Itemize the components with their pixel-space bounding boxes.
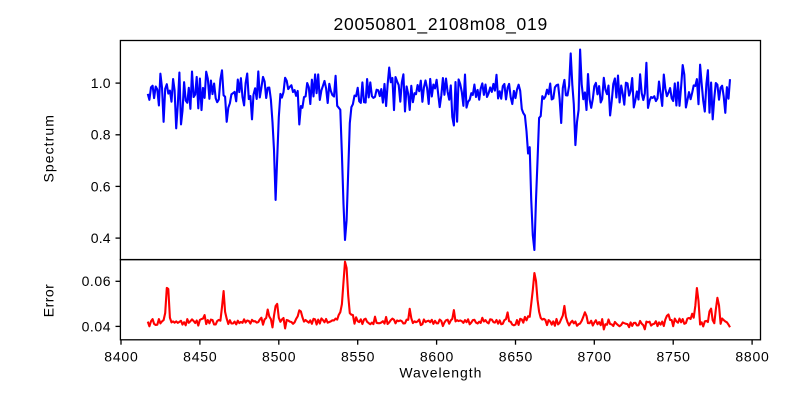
svg-text:0.04: 0.04 — [82, 318, 111, 334]
svg-text:1.0: 1.0 — [91, 75, 111, 91]
svg-text:8500: 8500 — [262, 348, 296, 364]
svg-text:8450: 8450 — [183, 348, 217, 364]
svg-text:Spectrum: Spectrum — [40, 115, 56, 183]
svg-text:8750: 8750 — [656, 348, 690, 364]
svg-text:8550: 8550 — [341, 348, 375, 364]
svg-text:20050801_2108m08_019: 20050801_2108m08_019 — [334, 14, 548, 35]
svg-text:0.06: 0.06 — [82, 273, 111, 289]
svg-text:Wavelength: Wavelength — [399, 364, 481, 380]
svg-text:8650: 8650 — [499, 348, 533, 364]
svg-text:Error: Error — [40, 284, 56, 317]
svg-text:0.6: 0.6 — [91, 178, 111, 194]
svg-text:0.4: 0.4 — [91, 230, 111, 246]
svg-text:0.8: 0.8 — [91, 127, 111, 143]
svg-text:8600: 8600 — [420, 348, 454, 364]
svg-text:8800: 8800 — [735, 348, 769, 364]
svg-text:8700: 8700 — [578, 348, 612, 364]
svg-text:8400: 8400 — [104, 348, 138, 364]
